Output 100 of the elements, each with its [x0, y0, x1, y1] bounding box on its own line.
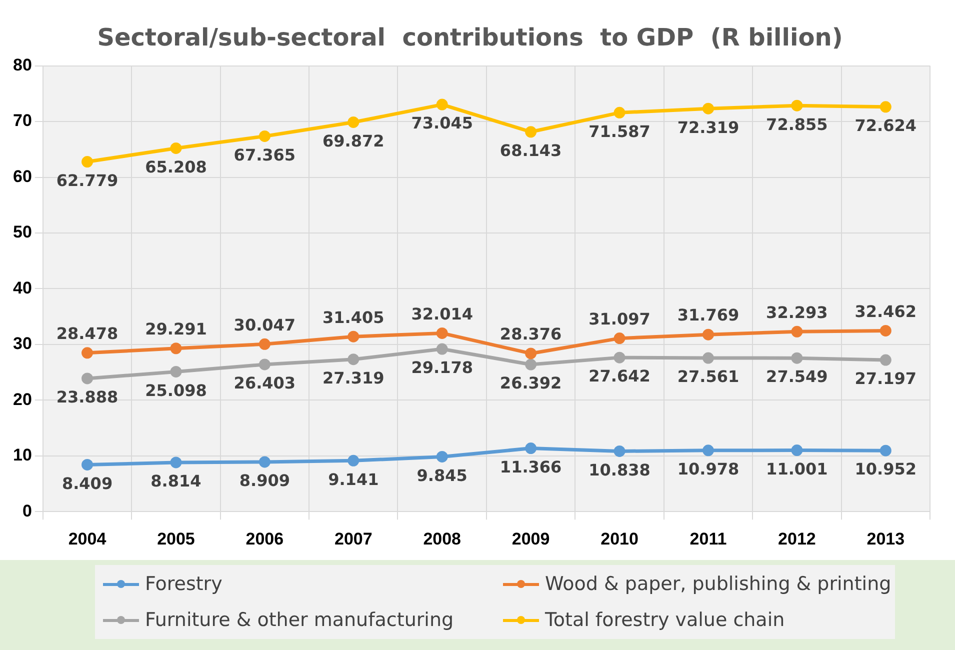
y-tick-label: 70	[12, 111, 32, 130]
data-label: 31.405	[322, 308, 384, 327]
x-tick-label: 2007	[334, 529, 372, 548]
point	[348, 454, 360, 466]
chart-title: Sectoral/sub-sectoral contributions to GDP (R billion)	[97, 24, 843, 52]
legend-label: Wood & paper, publishing & printing	[545, 573, 892, 595]
point	[791, 444, 803, 456]
point	[614, 352, 626, 364]
data-label: 27.197	[854, 369, 917, 388]
data-label: 28.478	[56, 324, 118, 344]
data-label: 32.462	[854, 302, 917, 321]
data-label: 32.293	[766, 302, 828, 322]
data-label: 23.888	[56, 388, 118, 407]
point	[525, 348, 537, 360]
y-tick-label: 80	[12, 55, 32, 74]
point	[702, 444, 714, 456]
data-label: 8.409	[62, 474, 113, 493]
data-label: 62.779	[56, 170, 118, 190]
x-tick-label: 2006	[246, 529, 284, 548]
point	[258, 130, 270, 142]
point	[436, 450, 448, 462]
data-label: 27.642	[588, 366, 650, 386]
y-tick-label: 0	[22, 501, 32, 520]
point	[791, 326, 803, 338]
x-tick-label: 2004	[68, 529, 107, 548]
point	[170, 142, 182, 154]
x-tick-label: 2008	[423, 529, 462, 548]
point	[258, 456, 270, 468]
point	[880, 354, 892, 366]
point	[525, 126, 537, 138]
data-label: 10.838	[588, 460, 650, 480]
point	[880, 324, 892, 336]
y-tick-label: 50	[12, 222, 32, 242]
data-label: 67.365	[234, 145, 296, 164]
point	[258, 338, 270, 350]
point	[82, 156, 94, 168]
y-tick-label: 10	[12, 446, 32, 465]
y-tick-label: 20	[12, 390, 32, 409]
data-label: 69.872	[322, 131, 384, 150]
y-tick-label: 40	[12, 278, 32, 298]
data-label: 26.403	[234, 374, 296, 393]
legend-label: Total forestry value chain	[545, 609, 785, 631]
y-tick-label: 60	[12, 166, 32, 186]
point	[880, 444, 892, 456]
point	[348, 354, 360, 366]
data-label: 30.047	[234, 315, 296, 334]
data-label: 9.141	[328, 470, 379, 489]
data-label: 73.045	[411, 114, 473, 133]
data-label: 25.098	[145, 380, 207, 400]
x-tick-label: 2010	[600, 529, 638, 548]
data-label: 31.097	[588, 309, 650, 328]
point	[348, 116, 360, 128]
point	[436, 343, 448, 355]
y-tick-label: 30	[12, 334, 32, 354]
point	[702, 102, 714, 114]
data-label: 10.952	[854, 460, 917, 479]
data-label: 11.366	[500, 457, 562, 476]
point	[702, 328, 714, 340]
point	[525, 358, 537, 370]
legend-label: Furniture & other manufacturing	[145, 609, 454, 631]
data-label: 72.624	[854, 116, 917, 136]
data-label: 72.855	[766, 114, 828, 134]
point	[525, 442, 537, 454]
data-label: 65.208	[145, 157, 207, 176]
point	[791, 100, 803, 112]
data-label: 8.814	[150, 472, 202, 491]
x-tick-label: 2013	[866, 529, 905, 548]
point	[258, 358, 270, 370]
data-label: 68.143	[500, 141, 562, 160]
data-label: 27.561	[677, 367, 740, 386]
data-label: 72.319	[677, 118, 740, 137]
data-label: 27.549	[766, 367, 828, 386]
data-label: 10.978	[677, 460, 740, 479]
data-label: 9.845	[416, 466, 468, 485]
point	[82, 458, 94, 470]
data-label: 31.769	[677, 306, 740, 325]
point	[82, 372, 94, 384]
data-label: 11.001	[766, 459, 828, 478]
data-label: 8.909	[239, 471, 290, 490]
point	[170, 366, 182, 378]
point	[614, 106, 626, 118]
data-label: 26.392	[500, 374, 562, 393]
data-label: 28.376	[500, 324, 562, 344]
data-label: 71.587	[588, 122, 650, 141]
point	[614, 332, 626, 344]
point	[348, 330, 360, 342]
point	[82, 347, 94, 359]
point	[880, 101, 892, 113]
point	[436, 98, 448, 110]
data-label: 29.178	[411, 358, 473, 378]
point	[170, 456, 182, 468]
data-label: 32.014	[411, 304, 473, 324]
x-tick-label: 2011	[690, 529, 727, 548]
point	[436, 327, 448, 339]
x-tick-label: 2012	[778, 529, 816, 548]
point	[702, 352, 714, 364]
x-tick-label: 2009	[512, 529, 550, 548]
x-tick-label: 2005	[157, 529, 195, 548]
point	[791, 352, 803, 364]
point	[614, 445, 626, 457]
